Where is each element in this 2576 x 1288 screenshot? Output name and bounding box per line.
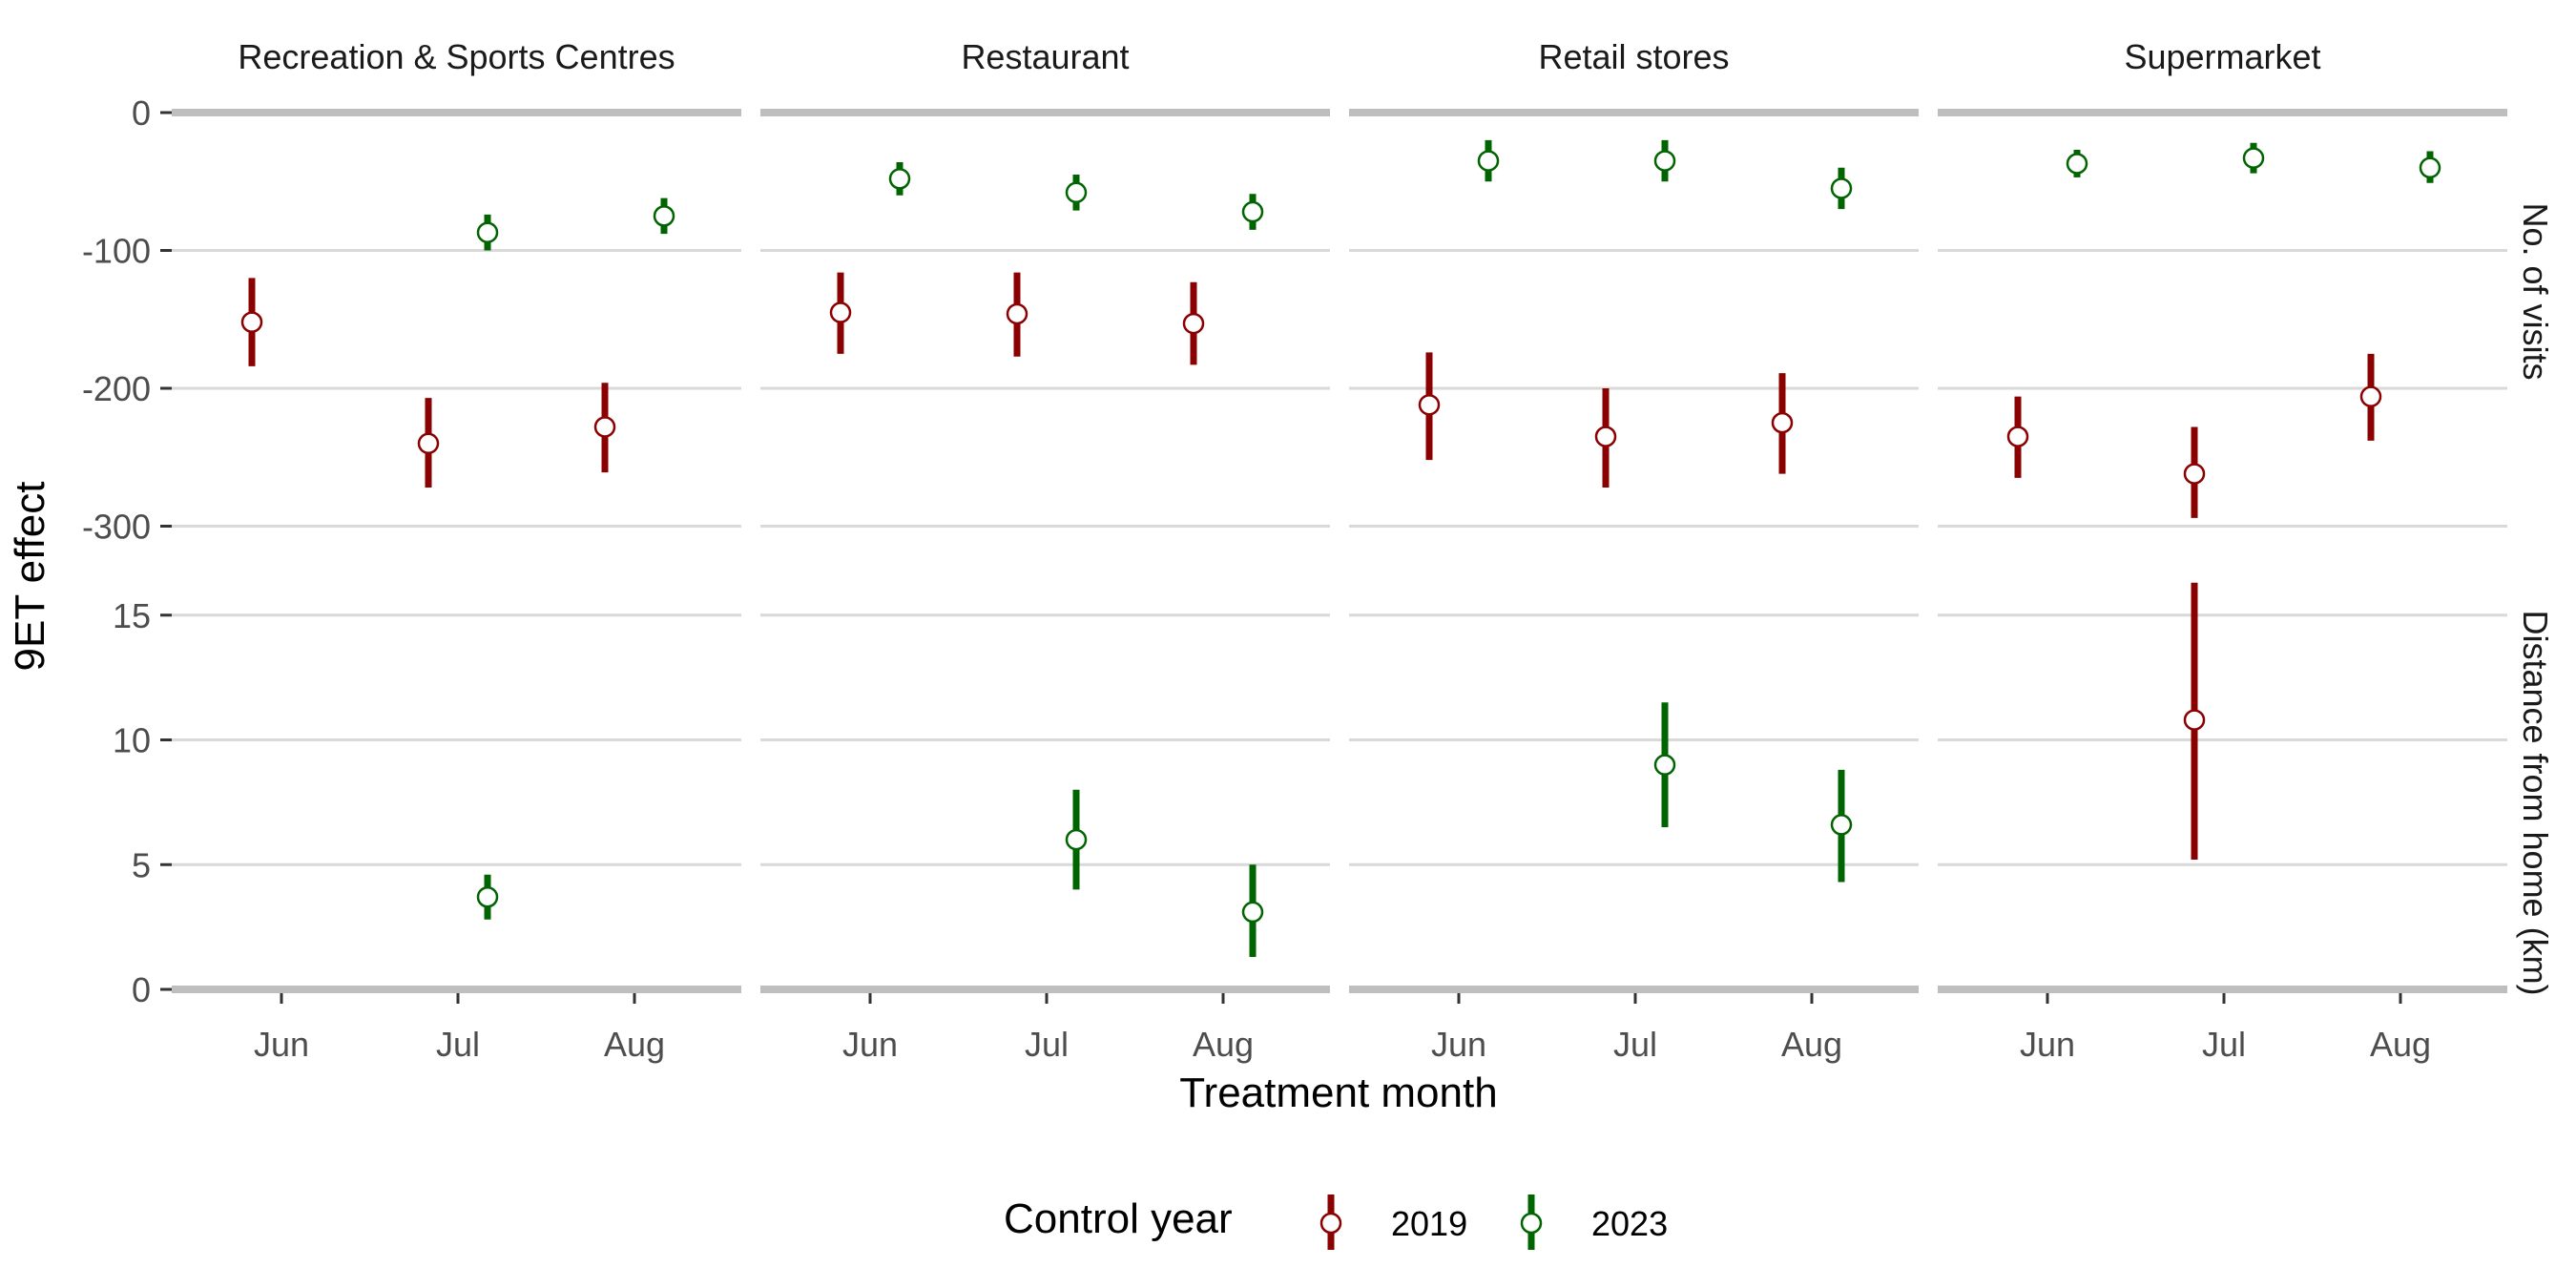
- y-tick-label: -100: [82, 232, 151, 271]
- point-2019: [2359, 385, 2382, 407]
- legend-title: Control year: [1004, 1195, 1233, 1242]
- point-2019: [1182, 312, 1205, 335]
- x-tick-label-jun: Jun: [2020, 1025, 2075, 1064]
- legend-key-2023-point: [1520, 1212, 1543, 1235]
- point-2023: [888, 168, 911, 190]
- facet-strip-recreation-sports-centres: Recreation & Sports Centres: [238, 37, 675, 76]
- x-axis-title: Treatment month: [1179, 1070, 1497, 1116]
- y-tick-label: -300: [82, 508, 151, 547]
- point-2023: [653, 205, 675, 227]
- x-tick-label-jul: Jul: [1613, 1025, 1657, 1064]
- x-tick-label-jul: Jul: [436, 1025, 480, 1064]
- point-2023: [1830, 814, 1853, 836]
- point-2023: [2242, 147, 2265, 169]
- point-2023: [2066, 153, 2088, 175]
- point-2023: [2419, 156, 2441, 179]
- y-tick-label: 10: [113, 721, 151, 760]
- y-tick-label: -200: [82, 369, 151, 408]
- x-tick-label-aug: Aug: [2370, 1025, 2431, 1064]
- point-2019: [593, 416, 616, 438]
- point-2019: [417, 432, 440, 455]
- x-tick-label-aug: Aug: [1193, 1025, 1254, 1064]
- point-2023: [1065, 181, 1088, 204]
- x-tick-label-jun: Jun: [842, 1025, 898, 1064]
- point-2019: [240, 311, 263, 333]
- legend: Control year 2019 2023: [1004, 1195, 1668, 1250]
- point-2019: [1771, 411, 1794, 434]
- facet-row-strip-distance-from-home-km: Distance from home (km): [2516, 610, 2555, 995]
- point-2019: [1006, 302, 1028, 325]
- marks-layer: [240, 139, 2441, 958]
- facet-row-strip-no-of-visits: No. of visits: [2516, 202, 2555, 380]
- y-tick-label: 5: [132, 845, 151, 884]
- x-tick-label-jul: Jul: [1025, 1025, 1069, 1064]
- point-2023: [1065, 828, 1088, 851]
- legend-label-2019: 2019: [1391, 1204, 1467, 1243]
- point-2019: [2006, 426, 2029, 447]
- point-2019: [1418, 394, 1441, 416]
- panel-layer: Recreation & Sports Centres Jun Jul Aug Rest…: [82, 37, 2555, 1064]
- point-2023: [1477, 150, 1500, 172]
- y-tick-label: 0: [132, 93, 151, 133]
- point-2019: [2183, 463, 2206, 485]
- y-axis-title: 9ET effect: [7, 482, 53, 672]
- facet-strip-supermarket: Supermarket: [2124, 37, 2320, 76]
- x-tick-label-aug: Aug: [604, 1025, 665, 1064]
- point-2023: [1241, 200, 1264, 223]
- point-2019: [2183, 709, 2206, 731]
- point-2023: [1830, 177, 1853, 199]
- facet-strip-restaurant: Restaurant: [961, 37, 1129, 76]
- y-tick-label: 15: [113, 596, 151, 635]
- point-2023: [476, 885, 499, 908]
- legend-label-2023: 2023: [1591, 1204, 1668, 1243]
- x-tick-label-aug: Aug: [1781, 1025, 1842, 1064]
- point-2023: [476, 221, 499, 243]
- x-tick-label-jun: Jun: [1431, 1025, 1486, 1064]
- point-2019: [829, 301, 852, 323]
- point-2023: [1241, 901, 1264, 924]
- y-tick-label: 0: [132, 970, 151, 1009]
- facet-strip-retail-stores: Retail stores: [1538, 37, 1729, 76]
- point-2023: [1653, 754, 1676, 776]
- legend-key-2019-point: [1319, 1212, 1342, 1235]
- x-tick-label-jun: Jun: [254, 1025, 309, 1064]
- point-2023: [1653, 150, 1676, 172]
- x-tick-label-jul: Jul: [2202, 1025, 2246, 1064]
- point-2019: [1594, 426, 1617, 447]
